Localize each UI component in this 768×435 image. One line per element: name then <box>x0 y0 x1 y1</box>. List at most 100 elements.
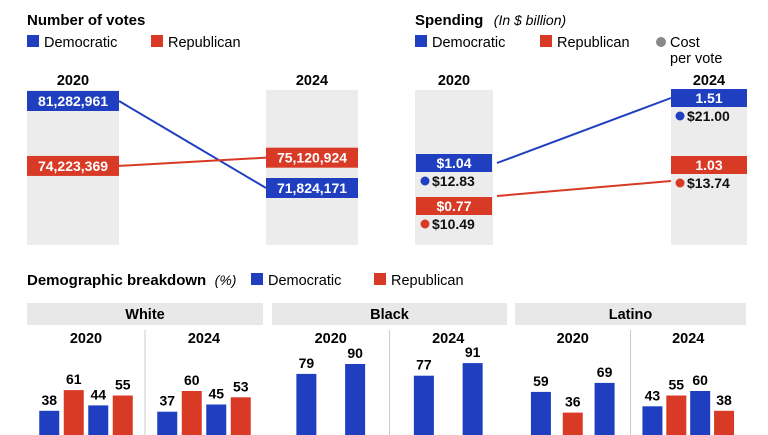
bar-latino-2024-democratic-0 <box>642 406 663 435</box>
cost-dot-democratic-2024 <box>675 111 685 121</box>
spending-box-democratic-2024 <box>671 89 747 107</box>
group-label-white: White <box>125 307 164 323</box>
bar-value-white-2024-3: 53 <box>233 378 249 394</box>
bar-latino-2020-republican-1 <box>562 412 583 435</box>
legend-label-democratic: Democratic <box>268 273 341 289</box>
bar-black-2020-democratic-1 <box>345 364 366 435</box>
demographics-legend: Democratic Republican <box>251 273 464 289</box>
spending-line-democratic <box>496 97 672 164</box>
legend-swatch-democratic <box>27 35 39 47</box>
cost-dot-republican-2024 <box>675 178 685 188</box>
votes-line-democratic <box>118 100 267 189</box>
bar-value-latino-2024-1: 55 <box>669 377 685 393</box>
bar-value-latino-2020-2: 69 <box>597 364 613 380</box>
votes-box-republican-2024 <box>266 147 358 168</box>
year-label-latino-2024: 2024 <box>672 331 704 347</box>
bar-latino-2020-democratic-2 <box>594 382 615 435</box>
bar-white-2024-republican-1 <box>181 391 202 435</box>
bar-value-white-2020-3: 55 <box>115 377 131 393</box>
bar-value-white-2024-1: 60 <box>184 372 200 388</box>
spending-label-democratic-2024: 1.51 <box>695 90 722 106</box>
bar-latino-2024-republican-3 <box>714 410 735 435</box>
spending-year-2024: 2024 <box>693 73 725 89</box>
bar-value-white-2020-1: 61 <box>66 371 82 387</box>
votes-box-democratic-2024 <box>266 178 358 198</box>
bar-value-latino-2020-0: 59 <box>533 373 549 389</box>
spending-legend: Democratic Republican Cost per vote <box>415 35 722 67</box>
bar-value-white-2024-2: 45 <box>208 386 224 402</box>
year-label-latino-2020: 2020 <box>557 331 589 347</box>
bar-value-latino-2024-2: 60 <box>692 372 708 388</box>
year-label-black-2024: 2024 <box>432 331 464 347</box>
votes-box-democratic-2020 <box>27 91 119 111</box>
demographics-unit: (%) <box>215 272 237 288</box>
spending-subtitle: (In $ billion) <box>494 12 566 28</box>
group-header-white <box>27 303 263 325</box>
legend-label-republican: Republican <box>168 35 241 51</box>
legend-swatch-republican <box>540 35 552 47</box>
group-label-latino: Latino <box>609 307 653 323</box>
bar-value-latino-2024-3: 38 <box>716 392 732 408</box>
legend-swatch-democratic <box>251 273 263 285</box>
bar-value-black-2024-0: 77 <box>416 357 432 373</box>
spending-label-democratic-2020: $1.04 <box>436 155 471 171</box>
bar-black-2024-democratic-0 <box>413 375 434 435</box>
spending-box-republican-2024 <box>671 156 747 174</box>
bar-white-2024-republican-3 <box>230 397 251 435</box>
bar-value-black-2020-1: 90 <box>347 345 363 361</box>
bar-white-2024-democratic-2 <box>206 404 227 435</box>
spending-year-2020: 2020 <box>438 73 470 89</box>
legend-swatch-republican <box>151 35 163 47</box>
votes-label-republican-2020: 74,223,369 <box>38 158 108 174</box>
cost-label-republican-2024: $13.74 <box>687 175 730 191</box>
year-label-black-2020: 2020 <box>315 331 347 347</box>
cost-label-democratic-2024: $21.00 <box>687 108 730 124</box>
legend-label-cost-per-vote: Cost per vote <box>670 35 722 67</box>
bar-value-black-2020-0: 79 <box>299 355 315 371</box>
votes-year-2024: 2024 <box>296 73 328 89</box>
legend-dot-cost <box>656 37 666 47</box>
bar-value-white-2020-2: 44 <box>90 386 106 402</box>
bar-value-latino-2024-0: 43 <box>645 387 661 403</box>
group-header-black <box>272 303 507 325</box>
bar-value-black-2024-1: 91 <box>465 344 481 360</box>
votes-legend: Democratic Republican <box>27 35 241 51</box>
spending-label-republican-2020: $0.77 <box>436 198 471 214</box>
bar-black-2020-democratic-0 <box>296 373 317 435</box>
cost-label-democratic-2020: $12.83 <box>432 173 475 189</box>
bar-white-2020-democratic-2 <box>88 405 109 435</box>
group-header-latino <box>515 303 746 325</box>
bar-white-2020-republican-1 <box>63 390 84 435</box>
spending-title: Spending <box>415 12 483 29</box>
spending-label-republican-2024: 1.03 <box>695 157 722 173</box>
bar-latino-2024-democratic-2 <box>690 391 711 435</box>
bar-value-latino-2020-1: 36 <box>565 394 581 410</box>
year-label-white-2020: 2020 <box>70 331 102 347</box>
bar-white-2024-democratic-0 <box>157 411 178 435</box>
votes-title: Number of votes <box>27 12 145 29</box>
year-label-white-2024: 2024 <box>188 331 220 347</box>
legend-swatch-democratic <box>415 35 427 47</box>
votes-line-republican <box>118 156 267 167</box>
bar-black-2024-democratic-1 <box>462 363 483 435</box>
legend-label-republican: Republican <box>391 273 464 289</box>
votes-label-democratic-2020: 81,282,961 <box>38 93 108 109</box>
cost-label-republican-2020: $10.49 <box>432 216 475 232</box>
bar-value-white-2020-0: 38 <box>41 392 57 408</box>
cost-dot-republican-2020 <box>420 219 430 229</box>
votes-year-2020: 2020 <box>57 73 89 89</box>
legend-swatch-republican <box>374 273 386 285</box>
spending-box-republican-2020 <box>416 197 492 215</box>
legend-label-democratic: Democratic <box>44 35 117 51</box>
cost-dot-democratic-2020 <box>420 176 430 186</box>
bar-white-2020-republican-3 <box>112 395 133 435</box>
group-label-black: Black <box>370 307 410 323</box>
bar-latino-2020-democratic-0 <box>530 391 551 435</box>
spending-title-row: Spending (In $ billion) <box>415 12 566 29</box>
spending-line-republican <box>496 180 672 197</box>
bar-latino-2024-republican-1 <box>666 395 687 435</box>
votes-label-republican-2024: 75,120,924 <box>277 150 347 166</box>
spending-box-democratic-2020 <box>416 154 492 172</box>
